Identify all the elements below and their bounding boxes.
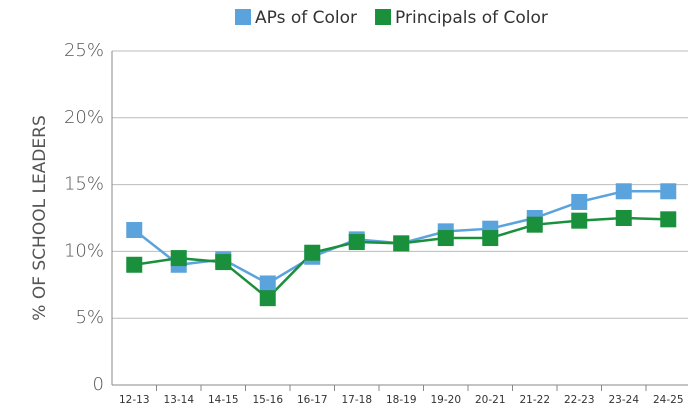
marker <box>571 212 588 229</box>
x-tick-label: 17-18 <box>341 394 372 406</box>
marker <box>259 275 276 292</box>
marker <box>437 230 454 247</box>
marker <box>482 230 499 247</box>
marker <box>304 244 321 261</box>
x-tick-label: 24-25 <box>653 394 684 406</box>
marker <box>170 250 187 267</box>
marker <box>393 235 410 252</box>
x-tick-label: 16-17 <box>297 394 328 406</box>
x-tick-label: 23-24 <box>608 394 639 406</box>
x-tick-label: 20-21 <box>475 394 506 406</box>
y-tick-label: 15% <box>64 174 104 195</box>
x-tick-label: 19-20 <box>430 394 461 406</box>
marker <box>348 234 365 251</box>
x-tick-label: 21-22 <box>519 394 550 406</box>
marker <box>660 183 677 200</box>
series-line <box>134 216 669 300</box>
marker <box>526 216 543 233</box>
y-tick-label: 25% <box>64 40 104 61</box>
x-tick-label: 13-14 <box>163 394 194 406</box>
marker <box>615 210 632 226</box>
x-tick-label: 18-19 <box>386 394 417 406</box>
marker <box>660 211 677 228</box>
y-tick-label: 5% <box>75 307 104 328</box>
x-tick-label: 12-13 <box>119 394 150 406</box>
legend-swatch <box>375 9 392 25</box>
legend-swatch <box>235 9 251 25</box>
legend-label: Principals of Color <box>395 8 548 28</box>
x-tick-label: 15-16 <box>252 394 283 406</box>
x-tick-label: 14-15 <box>208 394 239 406</box>
marker <box>259 290 276 307</box>
x-tick-label: 22-23 <box>564 394 595 406</box>
y-tick-label: 0 <box>93 374 104 395</box>
y-tick-label: 20% <box>64 107 104 128</box>
y-tick-label: 10% <box>64 240 104 261</box>
marker <box>215 254 232 271</box>
legend-label: APs of Color <box>255 8 357 28</box>
marker <box>615 183 632 200</box>
marker <box>126 256 143 273</box>
y-axis-label: % OF SCHOOL LEADERS <box>30 115 50 320</box>
marker <box>571 193 588 210</box>
marker <box>126 222 143 239</box>
